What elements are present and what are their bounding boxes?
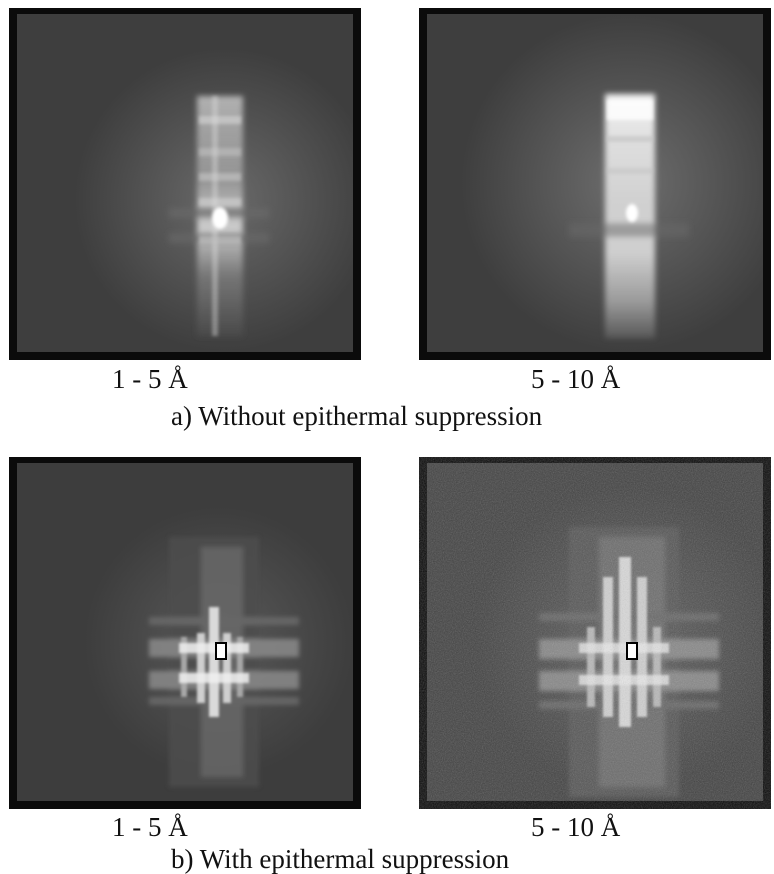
detector-image-a-1to5 (9, 8, 361, 360)
detector-image-a-5to10 (419, 8, 771, 360)
caption-b-5to10: 5 - 10 Å (531, 812, 621, 842)
detector-image-b-1to5 (9, 457, 361, 809)
caption-a-1to5: 1 - 5 Å (112, 364, 188, 394)
detector-image-b-5to10 (419, 457, 771, 809)
beam-marker (215, 642, 227, 660)
section-label-a: a) Without epithermal suppression (171, 401, 543, 431)
caption-b-1to5: 1 - 5 Å (112, 812, 188, 842)
beam-marker (626, 642, 638, 660)
caption-a-5to10: 5 - 10 Å (531, 364, 621, 394)
section-label-b: b) With epithermal suppression (171, 844, 510, 874)
